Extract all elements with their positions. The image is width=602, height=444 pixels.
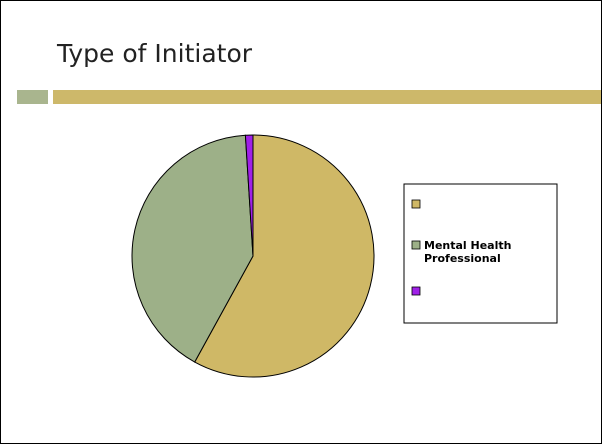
accent-block	[17, 90, 48, 104]
pie-slice	[194, 134, 375, 378]
pie-slice	[131, 134, 254, 363]
legend-swatch	[411, 286, 421, 296]
legend-box	[403, 183, 558, 324]
chart-title: Type of Initiator	[57, 39, 253, 68]
legend-label: Mental Health Professional	[424, 239, 511, 265]
accent-bar	[53, 90, 601, 104]
legend-swatch	[411, 199, 421, 209]
pie-slice	[244, 134, 254, 257]
legend-swatch	[411, 240, 421, 250]
